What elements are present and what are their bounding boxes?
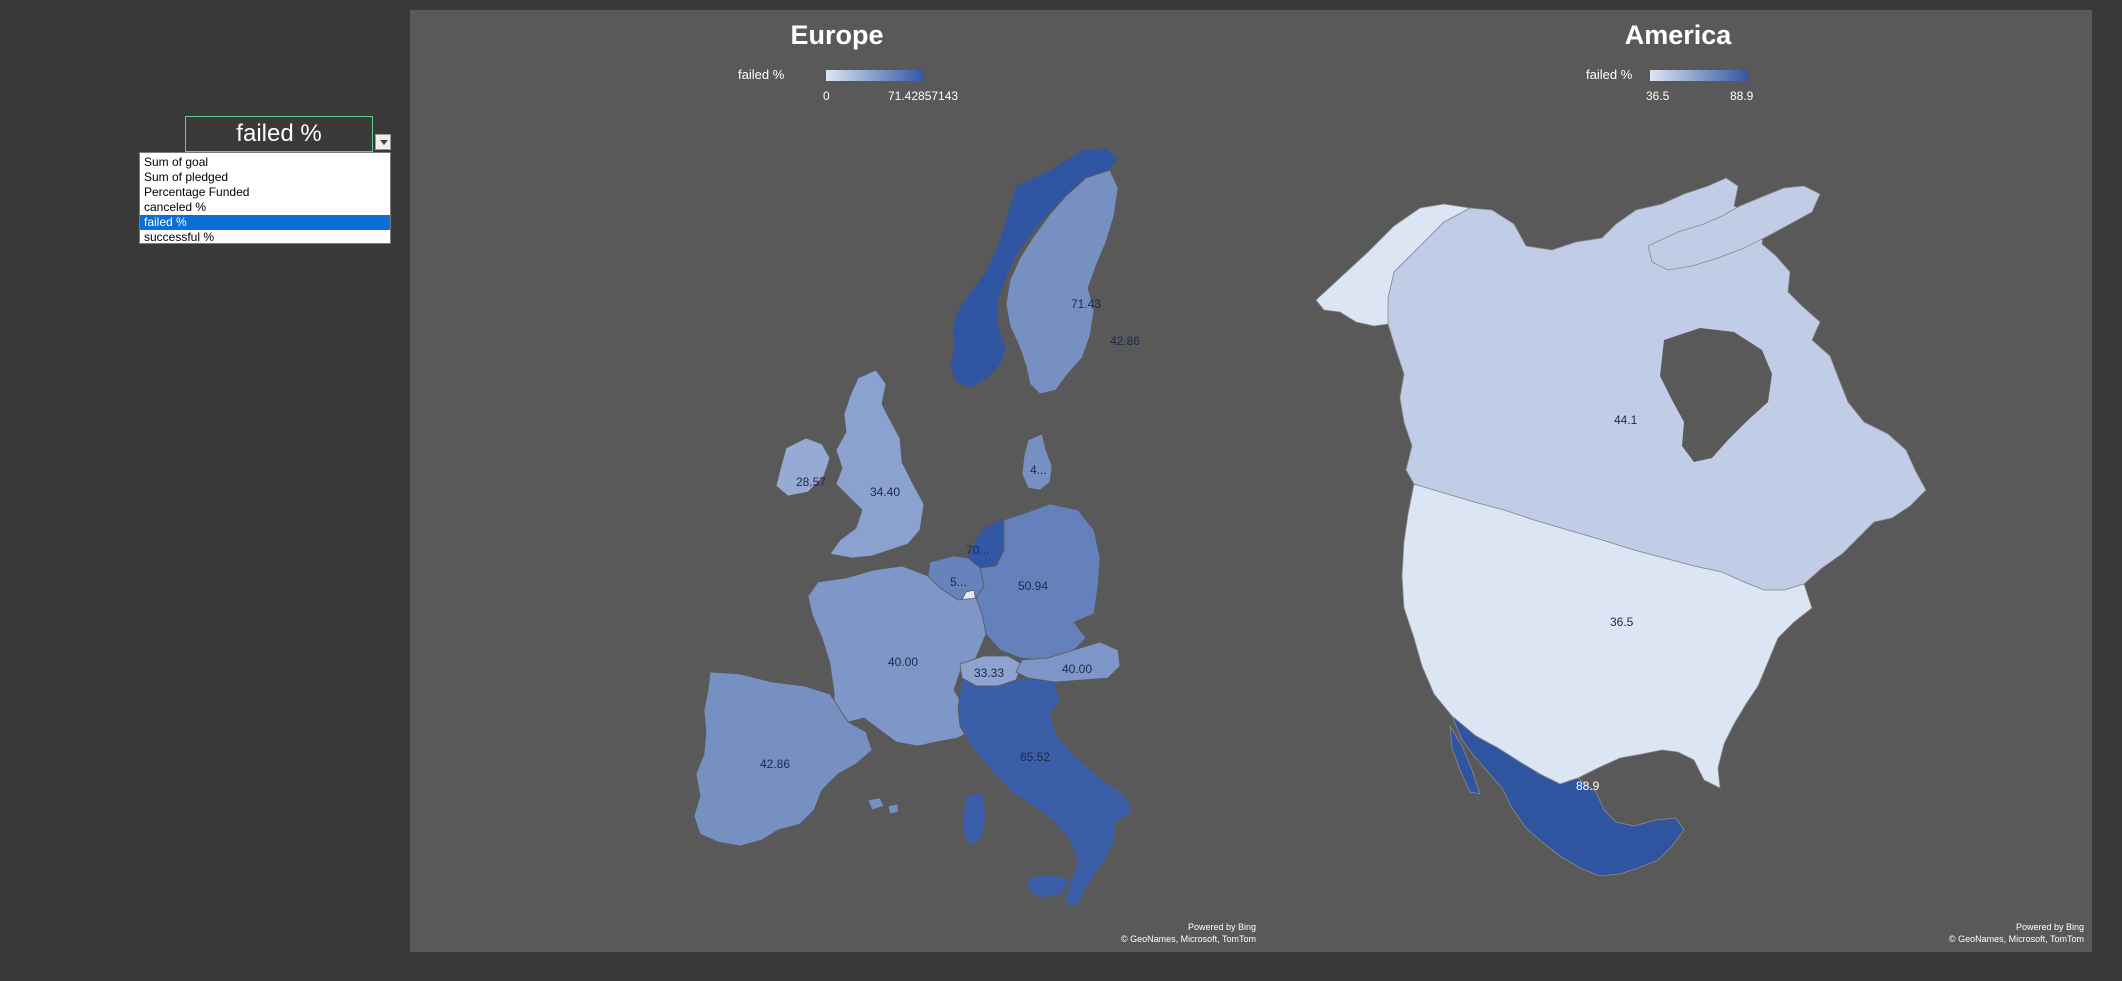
region-italy-sardinia[interactable] — [961, 791, 987, 847]
europe-map-panel[interactable]: Europe failed % 0 71.42857143 — [410, 10, 1264, 952]
chevron-down-icon — [380, 140, 388, 145]
europe-legend-gradient — [826, 70, 924, 81]
label-switzerland: 33.33 — [974, 666, 1004, 680]
america-map-panel[interactable]: America failed % 36.5 88.9 44.1 36.5 88.… — [1264, 10, 2092, 952]
america-map-title: America — [1624, 20, 1732, 50]
region-sweden[interactable] — [1005, 169, 1119, 395]
label-sweden: 42.86 — [1110, 334, 1140, 348]
label-ireland: 28.57 — [796, 475, 826, 489]
region-norway[interactable] — [949, 147, 1119, 389]
option-successful-percent[interactable]: successful % — [144, 230, 215, 244]
option-percentage-funded[interactable]: Percentage Funded — [144, 185, 250, 199]
region-spain-baleares[interactable] — [867, 797, 899, 815]
label-denmark: 4... — [1030, 463, 1047, 477]
label-norway: 71.43 — [1071, 297, 1101, 311]
map-chart-area[interactable]: Europe failed % 0 71.42857143 — [410, 10, 2092, 952]
region-canada-arctic-islands[interactable] — [1647, 185, 1821, 271]
america-legend-max: 88.9 — [1730, 89, 1754, 103]
region-united-kingdom[interactable] — [829, 369, 925, 559]
region-denmark[interactable] — [1021, 433, 1053, 491]
europe-credit-sources: © GeoNames, Microsoft, TomTom — [1121, 934, 1256, 944]
label-united-kingdom: 34.40 — [870, 485, 900, 499]
europe-credit-bing: Powered by Bing — [1187, 922, 1256, 932]
dropdown-arrow-button[interactable] — [375, 134, 391, 150]
label-germany: 50.94 — [1018, 579, 1048, 593]
america-legend-label: failed % — [1586, 67, 1633, 82]
europe-legend-max: 71.42857143 — [888, 89, 959, 103]
label-austria: 40.00 — [1062, 662, 1092, 676]
region-ireland[interactable] — [775, 437, 831, 497]
option-canceled-percent[interactable]: canceled % — [144, 200, 207, 214]
metric-selector-cell[interactable]: failed % — [185, 116, 373, 152]
region-spain[interactable] — [693, 671, 873, 847]
region-alaska[interactable] — [1315, 203, 1472, 327]
europe-map-svg: 71.43 42.86 4... 28.57 34.40 70... 5... … — [693, 147, 1140, 907]
label-united-states: 36.5 — [1610, 615, 1634, 629]
europe-map-title: Europe — [790, 20, 884, 50]
region-italy-sicily[interactable] — [1027, 873, 1071, 899]
region-united-states[interactable] — [1401, 483, 1813, 789]
label-canada: 44.1 — [1614, 413, 1638, 427]
america-credit-sources: © GeoNames, Microsoft, TomTom — [1949, 934, 2084, 944]
america-map-svg: 44.1 36.5 88.9 — [1315, 177, 1927, 877]
label-spain: 42.86 — [760, 757, 790, 771]
label-netherlands: 70... — [966, 543, 989, 557]
metric-dropdown-list[interactable]: Sum of goal Sum of pledged Percentage Fu… — [139, 152, 391, 244]
region-austria[interactable] — [1015, 641, 1121, 683]
region-mexico[interactable] — [1449, 715, 1685, 877]
america-legend-min: 36.5 — [1646, 89, 1670, 103]
option-sum-of-goal[interactable]: Sum of goal — [144, 155, 209, 169]
label-belgium: 5... — [950, 575, 967, 589]
label-italy: 65.52 — [1020, 750, 1050, 764]
label-mexico: 88.9 — [1576, 779, 1600, 793]
america-legend-gradient — [1650, 70, 1748, 81]
option-failed-percent[interactable]: failed % — [140, 215, 390, 230]
region-italy[interactable] — [957, 677, 1133, 907]
america-credit-bing: Powered by Bing — [2015, 922, 2084, 932]
option-sum-of-pledged[interactable]: Sum of pledged — [144, 170, 229, 184]
europe-legend-label: failed % — [738, 67, 785, 82]
label-france: 40.00 — [888, 655, 918, 669]
europe-legend-min: 0 — [823, 89, 830, 103]
hudson-bay — [1660, 328, 1772, 462]
